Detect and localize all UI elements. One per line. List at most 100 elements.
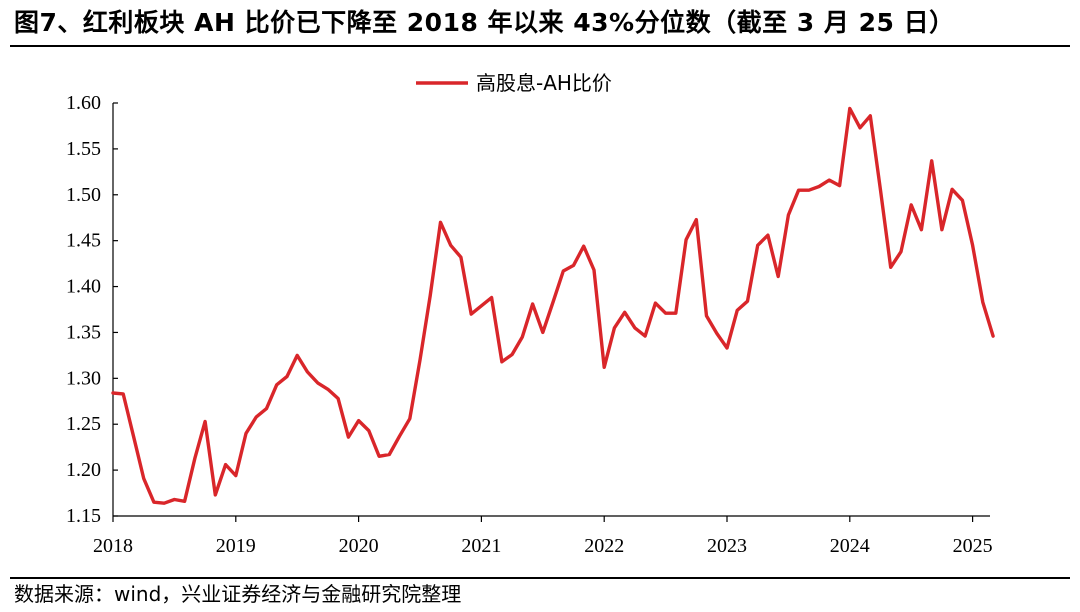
- data-point: [961, 199, 964, 202]
- data-point: [623, 311, 626, 314]
- data-point: [603, 366, 606, 369]
- data-point: [122, 392, 125, 396]
- data-point: [193, 457, 197, 460]
- data-point: [920, 228, 923, 231]
- data-point: [480, 304, 483, 307]
- data-point: [930, 159, 933, 162]
- data-point: [500, 360, 504, 363]
- data-point: [848, 107, 851, 110]
- data-point: [152, 501, 156, 504]
- data-point: [173, 498, 176, 501]
- data-point: [275, 383, 278, 386]
- data-point: [705, 314, 708, 318]
- data-point: [910, 203, 913, 207]
- legend-label: 高股息-AH比价: [476, 71, 612, 95]
- data-point: [377, 455, 381, 458]
- data-point: [858, 126, 862, 129]
- x-tick-label: 2018: [93, 535, 133, 557]
- data-point: [398, 435, 401, 438]
- data-point: [183, 500, 186, 503]
- y-tick-label: 1.35: [66, 321, 101, 343]
- data-point: [429, 294, 432, 297]
- figure-title: 图7、红利板块 AH 比价已下降至 2018 年以来 43%分位数（截至 3 月…: [14, 8, 955, 37]
- data-point: [695, 218, 698, 221]
- data-point: [879, 189, 882, 192]
- data-point: [899, 250, 903, 253]
- data-point: [971, 244, 974, 247]
- y-tick-label: 1.30: [66, 367, 101, 389]
- data-point: [746, 300, 749, 303]
- y-tick-label: 1.45: [66, 230, 101, 252]
- y-tick-label: 1.50: [66, 184, 101, 206]
- data-point: [541, 331, 544, 334]
- data-point: [787, 213, 790, 217]
- data-point: [459, 256, 463, 259]
- data-point: [869, 114, 872, 118]
- data-point: [357, 419, 360, 422]
- data-point: [817, 185, 821, 188]
- data-point: [828, 178, 831, 182]
- data-point: [449, 244, 452, 247]
- data-point: [255, 415, 258, 419]
- y-tick-label: 1.15: [66, 505, 101, 527]
- data-point: [285, 375, 289, 378]
- data-point: [736, 309, 739, 312]
- data-point: [408, 417, 411, 420]
- x-tick-label: 2020: [339, 535, 379, 557]
- x-tick-label: 2023: [707, 535, 747, 557]
- data-point: [981, 301, 984, 304]
- data-point: [326, 388, 330, 391]
- data-point: [347, 435, 350, 439]
- chart-axes: 1.15 1.20 1.25 1.30 1.35 1.40 1.45 1.50 1.55 1.60…: [66, 92, 993, 557]
- data-point: [797, 189, 800, 192]
- data-point: [203, 420, 207, 423]
- data-point: [674, 312, 677, 315]
- data-point: [664, 312, 667, 315]
- data-point: [265, 407, 268, 410]
- chart-series: [111, 106, 995, 505]
- data-point: [306, 370, 309, 374]
- data-point: [777, 275, 780, 278]
- data-point: [633, 326, 637, 330]
- data-point: [224, 463, 227, 466]
- title-rule: [10, 45, 1070, 47]
- data-point: [756, 244, 759, 247]
- data-point: [613, 326, 616, 330]
- data-point: [336, 397, 340, 400]
- data-point: [715, 332, 718, 335]
- y-tick-label: 1.20: [66, 459, 101, 481]
- data-point: [234, 474, 237, 477]
- chart-legend: 高股息-AH比价: [416, 71, 612, 95]
- y-tick-label: 1.60: [66, 92, 101, 114]
- data-point: [163, 502, 166, 505]
- data-point: [521, 335, 524, 339]
- data-point: [510, 353, 514, 356]
- data-point: [592, 268, 596, 272]
- data-point: [490, 296, 493, 299]
- data-point: [111, 391, 115, 395]
- data-point: [418, 358, 422, 362]
- data-point: [316, 381, 319, 385]
- data-point: [367, 429, 370, 432]
- data-point: [388, 453, 391, 456]
- data-point: [807, 189, 811, 192]
- data-point: [889, 266, 892, 269]
- data-point: [582, 245, 585, 248]
- series-line: [111, 106, 995, 505]
- y-tick-label: 1.40: [66, 276, 101, 298]
- data-point: [214, 493, 217, 497]
- x-tick-label: 2022: [584, 535, 624, 557]
- data-point: [470, 312, 473, 316]
- y-tick-label: 1.55: [66, 138, 101, 160]
- data-point: [572, 264, 575, 267]
- data-point: [766, 234, 770, 237]
- x-tick-label: 2021: [461, 535, 501, 557]
- figure-source: 数据来源：wind，兴业证券经济与金融研究院整理: [14, 582, 462, 606]
- x-tick-label: 2025: [953, 535, 993, 557]
- data-point: [562, 269, 565, 273]
- data-point: [838, 184, 841, 187]
- data-point: [296, 354, 299, 357]
- data-point: [132, 435, 135, 438]
- data-point: [991, 334, 995, 338]
